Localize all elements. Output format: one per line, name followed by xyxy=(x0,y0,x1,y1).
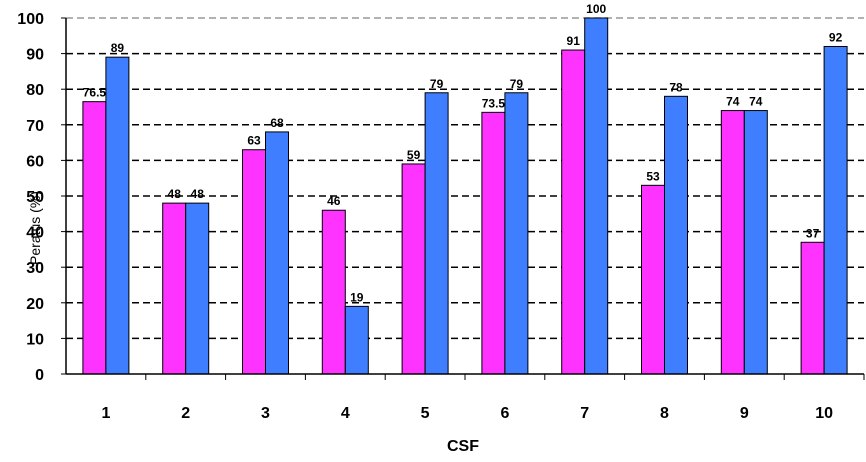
bar xyxy=(743,110,768,375)
data-label: 48 xyxy=(191,187,205,201)
x-tick-label: 9 xyxy=(740,405,749,422)
bar xyxy=(720,110,745,375)
y-tick-label: 40 xyxy=(26,225,44,242)
data-label: 91 xyxy=(567,34,581,48)
y-tick-label: 90 xyxy=(26,47,44,64)
bar xyxy=(823,45,848,375)
data-label: 37 xyxy=(806,226,820,240)
bar xyxy=(504,92,529,375)
bar xyxy=(481,111,506,375)
x-tick-label: 6 xyxy=(500,405,509,422)
bar xyxy=(664,95,688,375)
x-tick-label: 7 xyxy=(580,405,589,422)
y-tick-label: 0 xyxy=(35,367,44,384)
x-tick-label: 10 xyxy=(815,405,833,422)
y-tick-label: 80 xyxy=(26,82,44,99)
bars xyxy=(82,17,848,375)
y-tick-label: 50 xyxy=(26,189,44,206)
data-label: 19 xyxy=(350,290,364,304)
bar xyxy=(82,101,107,375)
y-tick-label: 30 xyxy=(26,260,44,277)
bar xyxy=(185,202,210,375)
x-tick-label: 5 xyxy=(421,405,430,422)
x-tick-label: 2 xyxy=(181,405,190,422)
data-label: 73.5 xyxy=(482,96,506,110)
bar xyxy=(401,163,426,375)
bar xyxy=(641,184,665,375)
data-label: 48 xyxy=(168,187,182,201)
bar xyxy=(800,241,825,375)
bar xyxy=(321,209,346,375)
bar xyxy=(105,56,130,375)
x-axis-title: CSF xyxy=(447,438,479,455)
data-label: 59 xyxy=(407,148,421,162)
x-tick-label: 1 xyxy=(101,405,110,422)
data-label: 74 xyxy=(749,95,763,109)
data-label: 89 xyxy=(111,41,125,55)
data-label: 78 xyxy=(669,80,683,94)
data-label: 53 xyxy=(646,169,660,183)
data-labels: 76.5 89 48 48 63 68 46 19 59 79 73.5 79 91 100 53 78 74 7… xyxy=(83,2,843,304)
data-label: 63 xyxy=(247,134,261,148)
bar xyxy=(265,131,289,375)
data-label: 92 xyxy=(829,30,843,44)
y-tick-label: 20 xyxy=(26,296,44,313)
y-tick-label: 70 xyxy=(26,118,44,135)
x-tick-label: 3 xyxy=(261,405,270,422)
data-label: 46 xyxy=(327,194,341,208)
bar xyxy=(344,305,369,375)
bar xyxy=(242,149,266,375)
bar xyxy=(162,202,187,375)
data-label: 76.5 xyxy=(83,86,107,100)
bar xyxy=(561,49,586,375)
data-label: 100 xyxy=(586,2,606,16)
bar xyxy=(584,17,609,375)
data-label: 74 xyxy=(726,95,740,109)
bar xyxy=(424,92,449,375)
data-label: 68 xyxy=(270,116,284,130)
x-tick-label: 4 xyxy=(341,405,350,422)
y-tick-label: 10 xyxy=(26,331,44,348)
y-tick-label: 100 xyxy=(17,11,44,28)
data-label: 79 xyxy=(430,77,444,91)
y-tick-label: 60 xyxy=(26,153,44,170)
x-tick-label: 8 xyxy=(660,405,669,422)
data-label: 79 xyxy=(510,77,524,91)
y-axis-title: Peratus (%) xyxy=(27,191,43,265)
